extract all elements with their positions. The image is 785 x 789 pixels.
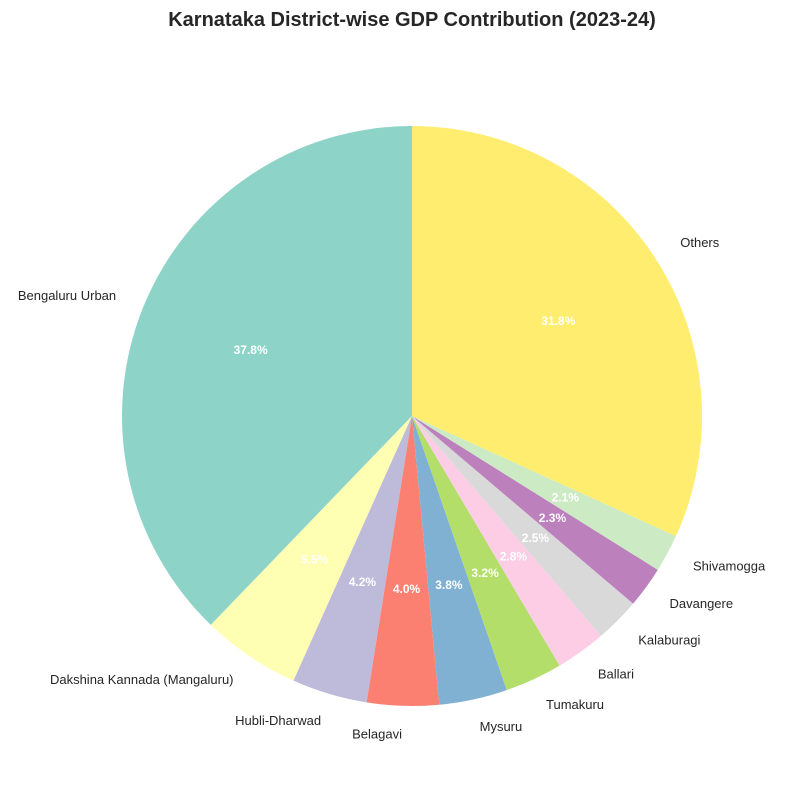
slice-ballari: [412, 416, 602, 666]
slice-belagavi: [366, 416, 440, 706]
pct-ballari: 2.8%: [500, 550, 528, 564]
pct-belagavi: 4.0%: [393, 582, 421, 596]
slice-davangere: [412, 416, 658, 604]
slice-dakshina-kannada-mangaluru: [210, 416, 412, 681]
slice-shivamogga: [412, 416, 676, 570]
pct-dakshina-kannada-mangaluru: 5.5%: [301, 552, 329, 566]
pct-mysuru: 3.8%: [435, 578, 463, 592]
slice-labels: Bengaluru Urban Dakshina Kannada (Mangalu…: [18, 235, 766, 741]
percent-labels: 37.8% 5.5% 4.2% 4.0% 3.8% 3.2%2.8% 2.5% 2.3% 2.1…: [234, 314, 580, 596]
label-others: Others: [680, 235, 720, 250]
slice-others: [412, 126, 702, 537]
label-kalaburagi: Kalaburagi: [638, 632, 700, 647]
label-davangere: Davangere: [669, 596, 733, 611]
label-bengaluru-urban: Bengaluru Urban: [18, 288, 116, 303]
slice-tumakuru: [412, 416, 560, 691]
pie-slices: [122, 126, 702, 706]
label-mysuru: Mysuru: [480, 719, 523, 734]
pct-others: 31.8%: [541, 314, 575, 328]
chart-title: Karnataka District-wise GDP Contribution…: [168, 9, 656, 31]
label-dakshina-kannada-mangaluru: Dakshina Kannada (Mangaluru): [50, 672, 234, 687]
pct-bengaluru-urban: 37.8%: [234, 343, 268, 357]
slice-kalaburagi: [412, 416, 634, 636]
pct-hubli-dharwad: 4.2%: [349, 575, 377, 589]
label-belagavi: Belagavi: [352, 726, 402, 741]
pct-davangere: 2.3%: [539, 511, 567, 525]
slice-bengaluru-urban: [122, 126, 412, 625]
label-tumakuru: Tumakuru: [546, 697, 604, 712]
label-hubli-dharwad: Hubli-Dharwad: [235, 713, 321, 728]
pct-shivamogga: 2.1%: [552, 491, 580, 505]
slice-mysuru: [412, 416, 507, 705]
pct-kalaburagi: 2.5%: [522, 531, 550, 545]
slice-hubli-dharwad: [293, 416, 412, 703]
label-ballari: Ballari: [598, 667, 634, 682]
pct-tumakuru: 3.2%: [471, 566, 499, 580]
label-shivamogga: Shivamogga: [693, 558, 766, 573]
